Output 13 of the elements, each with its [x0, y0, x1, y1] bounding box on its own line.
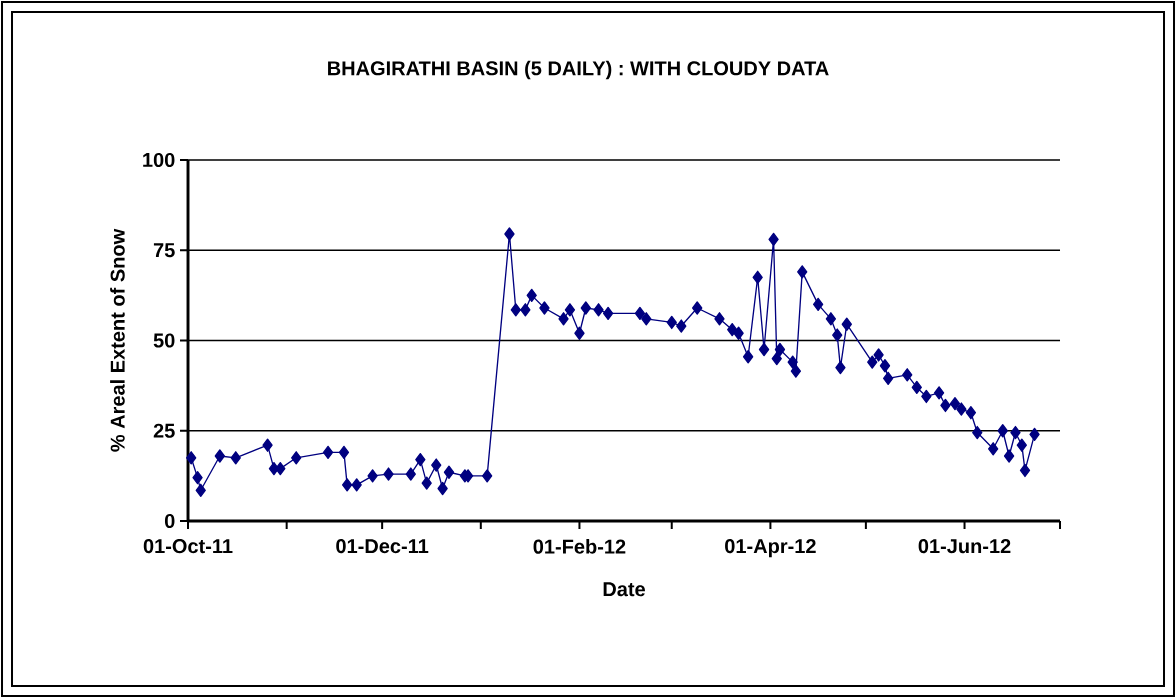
y-axis-title: % Areal Extent of Snow [110, 228, 125, 452]
y-tick-label: 50 [153, 333, 175, 348]
x-tick-label: 01-Oct-11 [143, 539, 233, 554]
chart-title: BHAGIRATHI BASIN (5 DAILY) : WITH CLOUDY DATA [328, 60, 829, 80]
x-tick-label: 01-Feb-12 [533, 539, 626, 554]
y-tick-label: 75 [153, 243, 175, 258]
x-tick-label: 01-Dec-11 [336, 539, 429, 554]
x-tick-label: 01-Apr-12 [725, 539, 816, 558]
y-tick-label: 0 [164, 513, 175, 529]
x-axis-title: Date [603, 582, 645, 597]
y-tick-label: 100 [143, 152, 175, 168]
y-tick-label: 25 [153, 423, 175, 438]
x-tick-label: 01-Jun-12 [918, 539, 1011, 554]
